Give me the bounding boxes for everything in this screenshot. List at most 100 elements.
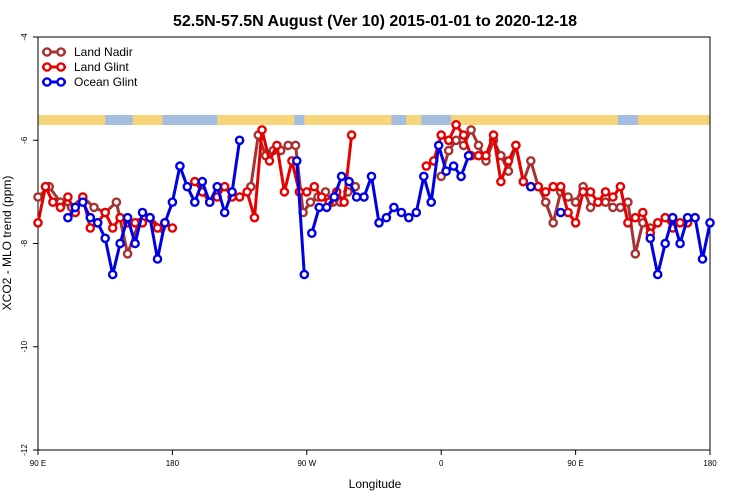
data-point-land-glint (130, 217, 140, 228)
data-point-land-glint (563, 207, 573, 218)
data-point-land-glint (55, 202, 66, 213)
data-point-land-glint (421, 161, 432, 171)
data-point-land-glint (630, 212, 641, 223)
legend-marker (42, 62, 52, 72)
data-point-ocean-glint (433, 140, 444, 151)
data-point-land-glint (272, 140, 282, 151)
data-point-ocean-glint (130, 238, 140, 249)
x-tick-label: 90 E (567, 459, 583, 468)
data-point-land-glint (40, 181, 51, 192)
legend-marker (42, 77, 52, 87)
data-point-ocean-glint (321, 202, 332, 213)
data-point-land-nadir (473, 140, 484, 151)
land-patch (132, 115, 163, 125)
data-point-land-nadir (33, 192, 43, 202)
legend-marker (56, 77, 66, 87)
data-point-ocean-glint (92, 217, 103, 228)
data-point-ocean-glint (403, 212, 414, 223)
data-point-land-glint (511, 140, 521, 151)
data-point-land-glint (63, 192, 73, 202)
x-axis: 90 E 180 90 W 0 90 E 180 (30, 450, 717, 468)
data-point-land-glint (660, 212, 671, 223)
data-point-land-glint (615, 181, 626, 192)
data-point-land-nadir (540, 197, 551, 207)
data-point-land-nadir (570, 197, 581, 207)
data-point-land-glint (652, 217, 663, 228)
data-point-ocean-glint (389, 202, 399, 213)
data-point-land-nadir (122, 248, 133, 259)
data-point-land-glint (473, 150, 484, 161)
legend-item-land-nadir: Land Nadir (42, 45, 133, 59)
data-point-ocean-glint (660, 238, 671, 249)
data-point-ocean-glint (682, 212, 693, 223)
series-land-glint (33, 120, 693, 238)
x-tick-label: 180 (166, 459, 180, 468)
data-point-ocean-glint (526, 181, 536, 192)
data-point-land-glint (578, 187, 588, 197)
data-point-land-nadir (451, 135, 461, 146)
data-point-land-glint (608, 192, 618, 202)
data-point-ocean-glint (344, 176, 354, 187)
data-point-ocean-glint (137, 207, 148, 218)
data-point-land-glint (533, 181, 544, 192)
data-point-ocean-glint (219, 207, 230, 218)
x-tick-label: 90 E (30, 459, 46, 468)
legend-item-land-glint: Land Glint (42, 60, 129, 74)
data-point-land-glint (279, 187, 290, 197)
data-point-ocean-glint (189, 197, 200, 207)
data-point-ocean-glint (160, 217, 170, 228)
data-point-land-nadir (305, 197, 316, 207)
data-point-ocean-glint (212, 181, 222, 192)
series-line-ocean-glint (295, 160, 306, 275)
data-point-ocean-glint (374, 217, 384, 228)
legend-marker (42, 47, 52, 57)
data-point-ocean-glint (63, 212, 73, 223)
chart-title: 52.5N-57.5N August (Ver 10) 2015-01-01 t… (173, 13, 577, 30)
data-point-ocean-glint (100, 233, 110, 244)
data-point-ocean-glint (667, 212, 678, 223)
data-point-ocean-glint (448, 161, 459, 171)
data-point-ocean-glint (697, 254, 708, 264)
data-point-land-glint (167, 223, 178, 233)
data-point-land-nadir (111, 197, 122, 207)
data-point-ocean-glint (299, 269, 310, 280)
data-point-land-glint (496, 176, 506, 187)
data-point-land-glint (316, 192, 327, 202)
series-ocean-glint (63, 135, 715, 280)
data-point-land-glint (481, 150, 491, 161)
data-point-land-glint (540, 187, 551, 197)
legend-marker (56, 62, 66, 72)
data-point-ocean-glint (234, 135, 245, 146)
y-tick-label: -10 (20, 340, 29, 352)
data-point-land-nadir (526, 156, 536, 166)
data-point-ocean-glint (652, 269, 663, 280)
data-point-land-glint (309, 181, 320, 192)
data-point-ocean-glint (418, 171, 429, 182)
data-point-ocean-glint (555, 207, 566, 218)
y-tick-label: -6 (20, 136, 29, 144)
data-point-ocean-glint (381, 212, 392, 223)
data-point-ocean-glint (115, 238, 125, 249)
data-point-land-glint (555, 181, 566, 192)
data-point-land-glint (152, 223, 163, 233)
data-point-land-glint (451, 120, 461, 130)
data-point-land-glint (443, 135, 454, 146)
data-point-ocean-glint (396, 207, 407, 218)
data-point-land-glint (115, 212, 125, 223)
data-point-land-glint (638, 207, 648, 218)
data-point-ocean-glint (175, 161, 185, 171)
data-point-land-glint (189, 176, 200, 187)
data-point-land-glint (48, 197, 58, 207)
data-point-ocean-glint (690, 212, 700, 223)
data-point-land-glint (488, 130, 499, 140)
data-point-land-glint (346, 130, 357, 140)
data-point-ocean-glint (366, 171, 377, 182)
data-point-land-glint (675, 217, 685, 228)
data-point-land-nadir (608, 202, 618, 213)
data-point-land-nadir (548, 217, 559, 228)
data-point-ocean-glint (314, 202, 325, 213)
data-point-ocean-glint (197, 176, 208, 187)
data-point-ocean-glint (291, 156, 302, 166)
